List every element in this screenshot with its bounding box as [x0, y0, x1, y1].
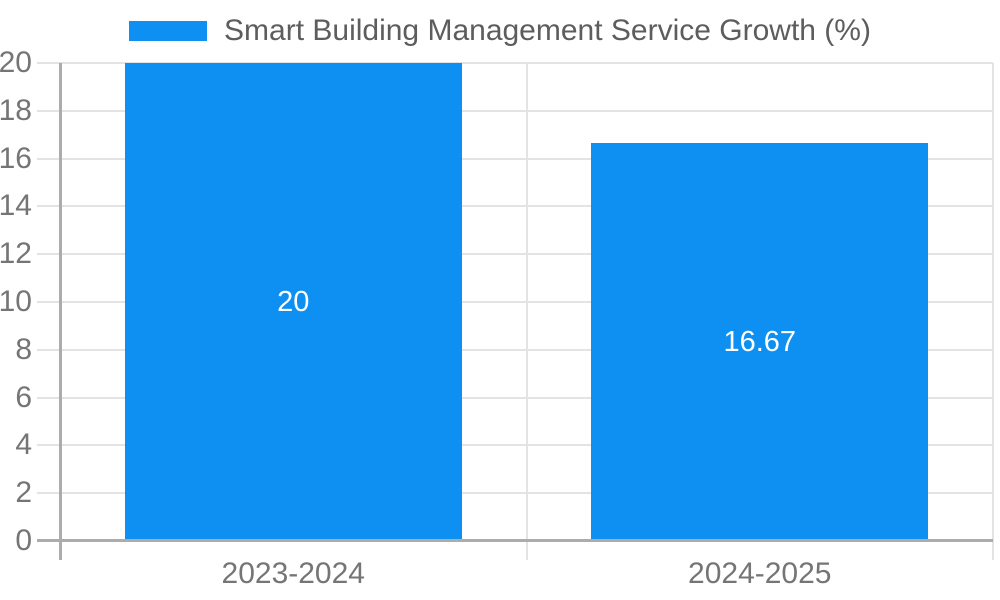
gridline-h [37, 396, 993, 399]
y-axis-tick-label: 18 [0, 93, 32, 127]
y-axis-tick-label: 12 [0, 237, 32, 271]
bar-value-label: 16.67 [723, 325, 797, 358]
bar [124, 63, 462, 541]
x-axis-tick-label: 2024-2025 [688, 557, 832, 590]
bar-value-label: 20 [277, 286, 310, 318]
y-axis-tick-label: 6 [15, 380, 32, 414]
y-axis-tick-label: 10 [0, 285, 32, 318]
y-axis-tick-label: 8 [15, 332, 32, 366]
chart-title: Smart Building Management Service Growth… [224, 14, 871, 47]
y-axis-line [59, 63, 62, 560]
gridline-h [37, 62, 993, 64]
gridline-h [37, 492, 993, 495]
gridline-h [37, 109, 993, 112]
legend-swatch [129, 21, 208, 41]
gridline-v [992, 63, 994, 560]
y-axis-tick-label: 0 [15, 524, 32, 557]
y-axis-tick-label: 20 [0, 46, 32, 79]
legend: Smart Building Management Service Growth… [0, 14, 1000, 47]
gridline-h [37, 444, 993, 447]
x-axis-tick-label: 2023-2024 [221, 557, 365, 590]
gridline-h [37, 157, 993, 160]
gridline-h [37, 348, 993, 351]
y-axis-tick-label: 16 [0, 141, 32, 175]
gridline-h [37, 253, 993, 256]
plot-area: 0 2 4 6 8 10 12 14 16 18 20 20 2023-2024 16.67 2024-20… [0, 46, 994, 590]
gridline-h [37, 205, 993, 208]
gridline-v [525, 63, 528, 560]
y-axis-tick-label: 2 [15, 476, 32, 510]
x-axis-line [37, 539, 993, 542]
y-axis-tick-label: 4 [15, 428, 32, 462]
gridline-h [37, 301, 993, 303]
y-axis-tick-label: 14 [0, 189, 32, 223]
bar [591, 142, 929, 541]
